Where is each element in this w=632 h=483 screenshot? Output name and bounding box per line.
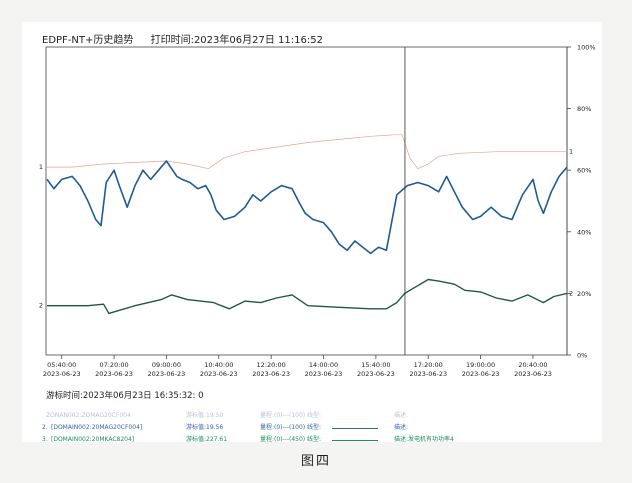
y-tick-label: 40% <box>577 228 591 236</box>
y-tick-label: 80% <box>577 105 591 113</box>
series-marker-left: 1 <box>39 163 43 171</box>
legend-row-3-line-sample <box>332 440 378 441</box>
printout-sheet <box>22 22 602 442</box>
x-tick-time-label: 17:20:00 <box>414 361 443 369</box>
series-marker-left: 2 <box>39 302 43 310</box>
x-tick-date-label: 2023-06-23 <box>43 370 81 378</box>
legend-row-2-value: 游标值:19.56 <box>186 424 224 431</box>
legend-row-2-range: 量程:(0)---(100) 线型: <box>260 424 322 431</box>
legend-row-3-index: 3. <box>42 436 48 443</box>
series-marker-right: 1 <box>569 148 573 156</box>
x-tick-date-label: 2023-06-23 <box>252 370 290 378</box>
x-tick-date-label: 2023-06-23 <box>200 370 238 378</box>
x-tick-time-label: 14:00:00 <box>309 361 338 369</box>
x-tick-date-label: 2023-06-23 <box>462 370 500 378</box>
x-tick-date-label: 2023-06-23 <box>305 370 343 378</box>
legend-row-3-range: 量程:(0)---(450) 线型: <box>260 436 322 443</box>
x-tick-date-label: 2023-06-23 <box>409 370 447 378</box>
x-tick-date-label: 2023-06-23 <box>514 370 552 378</box>
cursor-time: 游标时间:2023年06月23日 16:35:32: 0 <box>46 391 204 401</box>
x-tick-time-label: 07:20:00 <box>99 361 128 369</box>
legend-row-2-tag: [DOMAIN002:20MAG20CF004] <box>51 424 143 431</box>
page-title: EDPF-NT+历史趋势 <box>42 35 134 46</box>
x-tick-time-label: 05:40:00 <box>47 361 76 369</box>
x-tick-time-label: 12:20:00 <box>257 361 286 369</box>
y-axis-ticks: 100% 80% 60% 40% 20% 0% <box>567 44 596 360</box>
legend-row-1-value: 游标值:19.50 <box>186 412 224 419</box>
y-tick-label: 60% <box>577 167 591 175</box>
legend-row-1-range: 量程:(0)---(100) 线型: <box>260 412 322 419</box>
x-axis-ticks: 05:40:002023-06-2307:20:002023-06-2309:0… <box>43 355 552 378</box>
x-tick-time-label: 20:40:00 <box>518 361 547 369</box>
y-tick-label: 0% <box>577 352 587 360</box>
series-marker-right: 2 <box>569 289 573 297</box>
print-time: 打印时间:2023年06月27日 11:16:52 <box>150 35 323 46</box>
series-2-trend-line <box>46 160 568 255</box>
legend-row-3-value: 游标值:227.61 <box>186 436 228 443</box>
x-tick-time-label: 19:00:00 <box>466 361 495 369</box>
series-markers: 1 1 2 2 <box>39 148 573 310</box>
figure-caption: 图四 <box>300 454 331 469</box>
x-tick-date-label: 2023-06-23 <box>148 370 186 378</box>
x-tick-time-label: 15:40:00 <box>361 361 390 369</box>
y-tick-label: 20% <box>577 290 591 298</box>
legend-row-3-desc: 描述:发电机有功功率4 <box>394 436 454 443</box>
x-tick-time-label: 09:00:00 <box>152 361 181 369</box>
legend-row-2-line-sample <box>332 428 378 429</box>
x-tick-time-label: 10:40:00 <box>204 361 233 369</box>
legend-row-1-desc: 描述: <box>394 412 409 419</box>
page-header: EDPF-NT+历史趋势 打印时间:2023年06月27日 11:16:52 <box>42 31 337 46</box>
legend-row-2-desc: 描述: <box>394 424 409 431</box>
legend-row-1-tag: ZONAN002:ZOMAG20CF004 <box>46 412 131 419</box>
legend-row-2-index: 2. <box>42 424 48 431</box>
legend-row-3-tag: [DOMAIN002:20MKAC8204] <box>51 436 135 443</box>
series-1-trend-line <box>47 134 567 170</box>
x-tick-date-label: 2023-06-23 <box>357 370 395 378</box>
series-layer <box>46 134 568 315</box>
x-tick-date-label: 2023-06-23 <box>95 370 133 378</box>
y-tick-label: 100% <box>577 44 596 52</box>
series-3-trend-line <box>47 278 568 315</box>
